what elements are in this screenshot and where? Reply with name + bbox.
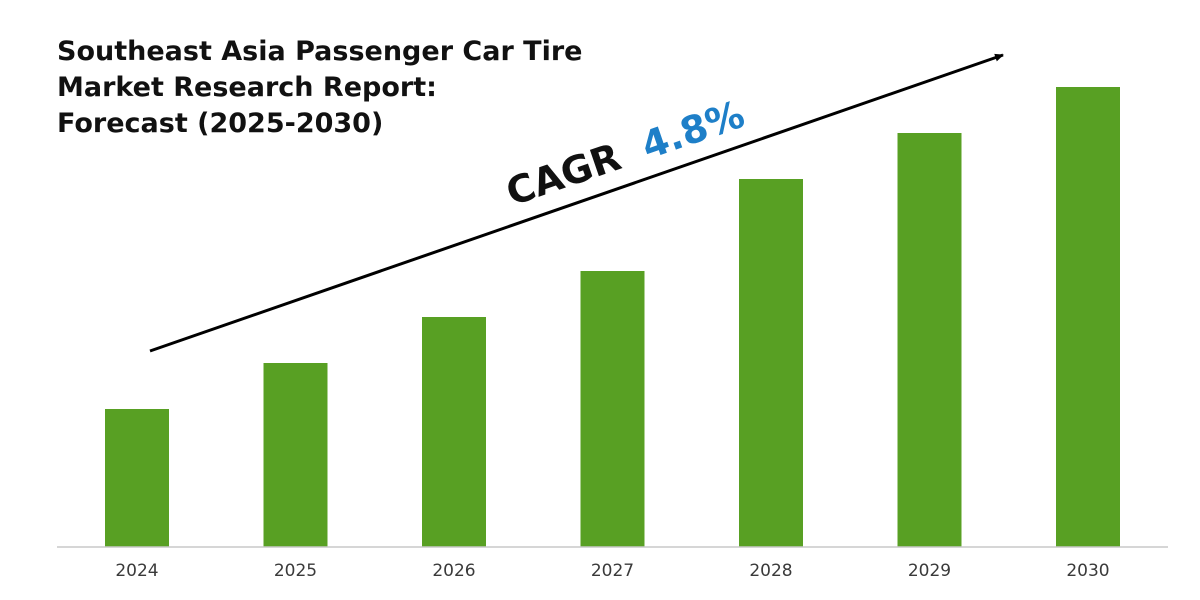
growth-trend-arrow (149, 53, 1004, 353)
bar-2024 (105, 409, 169, 547)
x-tick-label-2030: 2030 (1066, 561, 1109, 581)
x-tick-label-2027: 2027 (591, 561, 634, 581)
chart-title: Southeast Asia Passenger Car Tire Market… (57, 34, 617, 142)
chart-title-line-1: Southeast Asia Passenger Car Tire (57, 36, 583, 67)
cagr-value: 4.8% (636, 92, 750, 168)
bar-2030 (1056, 87, 1120, 547)
x-tick-label-2026: 2026 (432, 561, 475, 581)
bar-2025 (263, 363, 328, 547)
cagr-label: CAGR (501, 135, 627, 215)
bar-2028 (739, 179, 803, 547)
x-tick-labels: 2024 2025 2026 2027 2028 2029 2030 (115, 561, 1109, 581)
x-tick-label-2024: 2024 (115, 561, 158, 581)
cagr-annotation: CAGR 4.8% (501, 92, 750, 214)
x-tick-label-2028: 2028 (749, 561, 792, 581)
x-tick-label-2029: 2029 (908, 561, 951, 581)
x-tick-label-2025: 2025 (274, 561, 317, 581)
chart-title-line-3: Forecast (2025-2030) (57, 108, 384, 139)
chart-title-line-2: Market Research Report: (57, 72, 437, 103)
bar-2027 (580, 271, 645, 547)
bar-2029 (897, 133, 962, 547)
bars-group (105, 87, 1120, 547)
bar-2026 (422, 317, 486, 547)
